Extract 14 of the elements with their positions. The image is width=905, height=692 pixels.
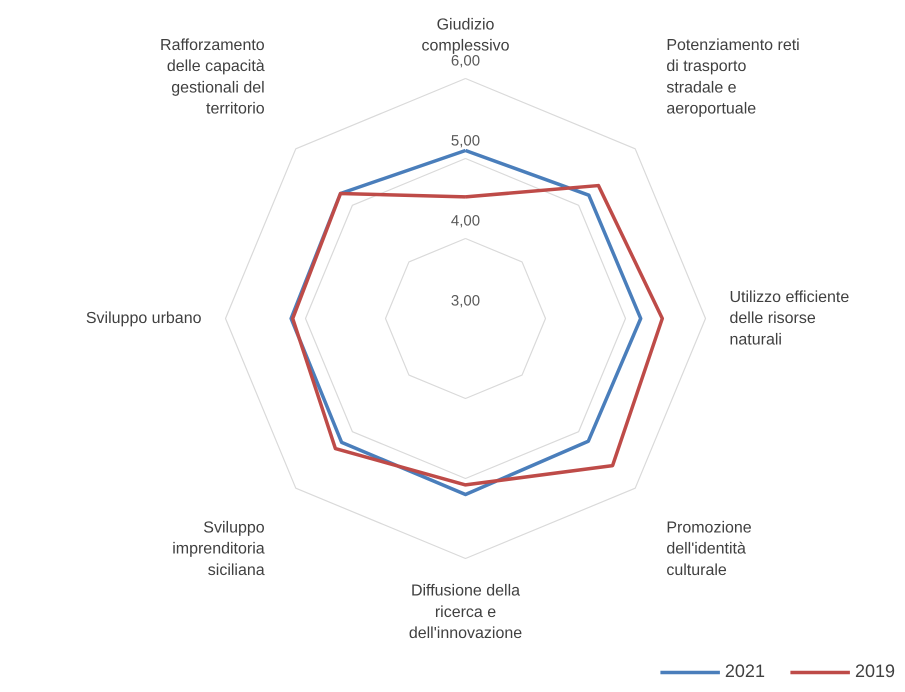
legend-label: 2019 bbox=[854, 661, 895, 682]
spoke-label: Utilizzo efficiente delle risorse naturali bbox=[730, 288, 850, 348]
spoke-label: Promozione dell'identità culturale bbox=[666, 519, 752, 579]
spoke-label: Diffusione della ricerca e dell'innovazione bbox=[408, 582, 522, 642]
spoke-label: Sviluppo imprenditoria siciliana bbox=[172, 519, 265, 579]
y-tick-label: 6,00 bbox=[450, 52, 480, 70]
legend-label: 2021 bbox=[724, 661, 765, 682]
spoke-label: Potenziamento reti di trasporto stradale e aeroportuale bbox=[666, 36, 800, 118]
y-tick-label: 3,00 bbox=[450, 292, 480, 310]
spoke-label: Giudizio complessivo bbox=[421, 16, 510, 54]
y-tick-label: 4,00 bbox=[450, 212, 480, 230]
spoke-label: Sviluppo urbano bbox=[86, 310, 202, 327]
spoke-label: Rafforzamento delle capacità gestionali del territorio bbox=[160, 36, 265, 118]
y-tick-label: 5,00 bbox=[450, 132, 480, 150]
